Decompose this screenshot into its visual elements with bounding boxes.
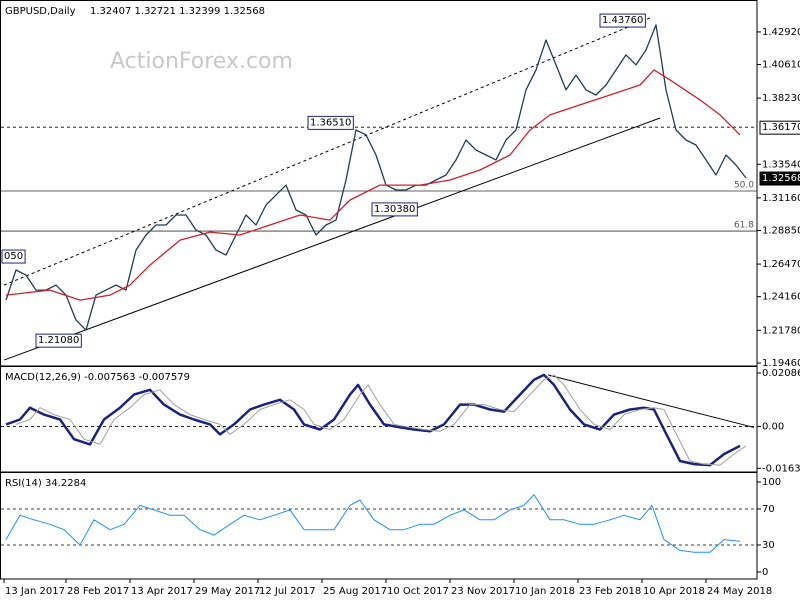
y-tick-label: 1.40610 — [762, 60, 800, 71]
annotation-box — [599, 13, 646, 28]
annotation-label: 1.43760 — [602, 15, 643, 26]
y-tick-label: 1.33540 — [762, 159, 800, 170]
series-line — [5, 494, 741, 553]
annotation-box — [1, 249, 26, 264]
y-tick-label: -0.016357 — [762, 463, 800, 474]
y-tick-label: 1.26470 — [762, 259, 800, 270]
series-line — [5, 373, 741, 467]
trendline — [547, 374, 755, 428]
y-tick-label: 0.00 — [762, 421, 784, 432]
y-tick-label: 1.42920 — [762, 27, 800, 38]
watermark: ActionForex.com — [110, 49, 293, 74]
fib-label: 50.0 — [734, 180, 754, 190]
y-tick-label: 1.19460 — [762, 358, 800, 369]
level-label-box — [759, 120, 800, 135]
y-tick-label: 1.31160 — [762, 193, 800, 204]
y-tick-label: 1.24160 — [762, 292, 800, 303]
pane-quote: 1.32407 1.32721 1.32399 1.32568 — [90, 6, 265, 17]
y-tick-label: 100 — [762, 477, 781, 488]
pane-frame — [0, 472, 758, 580]
pane-title: RSI(14) 34.2284 — [5, 478, 86, 489]
x-tick-label: 23 Nov 2017 — [451, 586, 515, 597]
x-tick-label: 12 Jul 2017 — [259, 586, 316, 597]
trendline — [3, 117, 661, 361]
series-line — [15, 374, 747, 466]
y-tick-label: 1.21780 — [762, 325, 800, 336]
x-tick-label: 10 Jan 2018 — [515, 586, 575, 597]
trendline — [3, 17, 651, 286]
annotation-label: 1.30380 — [374, 204, 415, 215]
x-tick-label: 25 Aug 2017 — [323, 586, 387, 597]
series-line — [5, 69, 741, 301]
pane-title: MACD(12,26,9) -0.007563 -0.007579 — [5, 372, 190, 383]
y-tick-label: 70 — [762, 504, 775, 515]
x-tick-label: 23 Feb 2018 — [579, 586, 641, 597]
x-tick-label: 28 Feb 2017 — [67, 586, 129, 597]
y-tick-label: 1.28850 — [762, 225, 800, 236]
annotation-box — [307, 115, 354, 130]
x-tick-label: 24 May 2018 — [707, 586, 772, 597]
y-tick-label: 0 — [762, 567, 768, 578]
annotation-label: 050 — [4, 251, 23, 262]
fib-label: 61.8 — [734, 221, 754, 231]
x-tick-label: 10 Apr 2018 — [643, 586, 705, 597]
annotation-label: 1.36510 — [310, 117, 351, 128]
pane-title: GBPUSD,Daily — [5, 6, 76, 17]
annotation-box — [35, 333, 82, 348]
x-tick-label: 13 Apr 2017 — [131, 586, 193, 597]
y-tick-label: 1.38230 — [762, 93, 800, 104]
last-price-box — [759, 171, 800, 186]
y-tick-label: 0.020861 — [762, 368, 800, 379]
annotation-label: 1.21080 — [38, 335, 79, 346]
y-tick-label: 30 — [762, 540, 775, 551]
x-tick-label: 29 May 2017 — [195, 586, 260, 597]
x-tick-label: 10 Oct 2017 — [387, 586, 449, 597]
last-price-label: 1.32568 — [762, 173, 800, 184]
series-line — [5, 24, 747, 331]
annotation-box — [371, 202, 418, 217]
x-tick-label: 13 Jan 2017 — [5, 586, 65, 597]
level-label: 1.36170 — [762, 122, 800, 133]
